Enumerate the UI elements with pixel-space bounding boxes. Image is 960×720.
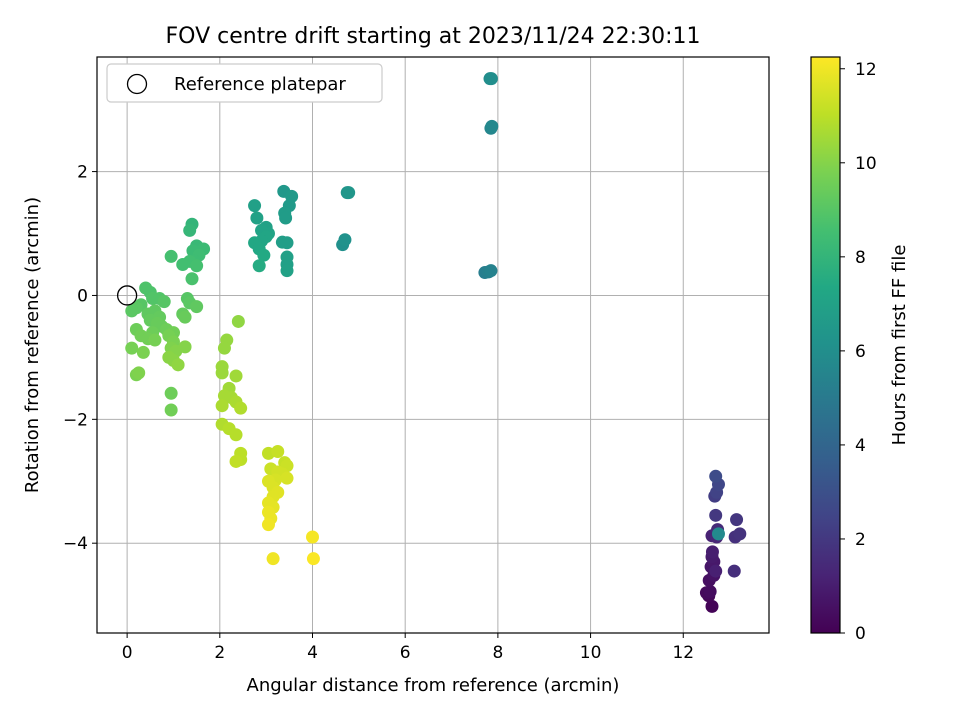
data-point [217, 341, 231, 355]
data-point [190, 300, 204, 314]
data-point [730, 513, 744, 527]
x-tick-label: 12 [672, 643, 694, 663]
legend-box [106, 63, 383, 103]
x-tick-label: 6 [400, 643, 411, 663]
y-tick-label: −4 [63, 534, 88, 554]
x-axis-ticks: 0 2 4 6 8 10 12 [122, 633, 694, 663]
colorbar-tick-label: 6 [855, 342, 866, 362]
data-point [171, 358, 185, 372]
data-point [711, 527, 725, 541]
data-point [279, 211, 293, 225]
data-point [703, 585, 717, 599]
data-point [709, 508, 723, 522]
data-point [185, 272, 199, 286]
data-point [306, 552, 320, 566]
data-point [733, 527, 747, 541]
data-point [125, 304, 139, 318]
data-point [280, 264, 294, 278]
colorbar-tick-label: 10 [855, 154, 877, 174]
data-point [176, 257, 190, 271]
data-point [215, 399, 229, 413]
data-point [229, 369, 243, 383]
data-point [125, 341, 139, 355]
colorbar-tick-label: 8 [855, 248, 866, 268]
legend-marker [126, 73, 148, 95]
legend-entry-label: Reference platepar [174, 74, 346, 95]
data-point [132, 366, 146, 380]
data-point [164, 249, 178, 263]
x-tick-label: 10 [580, 643, 602, 663]
grid-lines [97, 57, 769, 633]
plot-frame [96, 56, 770, 634]
colorbar-label: Hours from first FF file [889, 245, 910, 446]
data-point [709, 469, 723, 483]
data-point [229, 454, 243, 468]
data-point [183, 223, 197, 237]
y-tick-label: 0 [77, 286, 88, 306]
data-point [271, 445, 285, 459]
data-points [116, 72, 747, 613]
data-point [257, 248, 271, 262]
data-point [727, 564, 741, 578]
data-point [342, 186, 356, 200]
data-point [148, 333, 162, 347]
data-point [178, 340, 192, 354]
x-tick-label: 8 [492, 643, 503, 663]
data-point [484, 264, 498, 278]
x-axis-label: Angular distance from reference (arcmin) [247, 675, 620, 696]
data-point [157, 295, 171, 309]
y-tick-label: −2 [63, 410, 88, 430]
data-point [250, 211, 264, 225]
x-tick-label: 2 [214, 643, 225, 663]
x-tick-label: 4 [307, 643, 318, 663]
data-point [234, 401, 248, 415]
colorbar-tick-label: 4 [855, 436, 866, 456]
colorbar-tick-label: 2 [855, 530, 866, 550]
colorbar-gradient [810, 56, 841, 634]
data-point [705, 545, 719, 559]
data-point [178, 310, 192, 324]
data-point [484, 72, 498, 86]
chart-title: FOV centre drift starting at 2023/11/24 … [166, 24, 701, 49]
data-point [164, 386, 178, 400]
legend: Reference platepar [106, 63, 383, 103]
data-point [338, 233, 352, 247]
data-point [485, 119, 499, 133]
data-point [136, 345, 150, 359]
data-point [164, 403, 178, 417]
data-point [709, 564, 723, 578]
y-tick-label: 2 [77, 163, 88, 183]
data-point [266, 552, 280, 566]
colorbar-ticks: 0 2 4 6 8 10 12 [840, 60, 877, 644]
data-point [261, 518, 275, 532]
data-point [705, 599, 719, 613]
data-point [252, 259, 266, 273]
data-point [248, 199, 262, 213]
x-tick-label: 0 [122, 643, 133, 663]
data-point [306, 530, 320, 544]
data-point [280, 471, 294, 485]
reference-platepar-marker [116, 285, 138, 306]
data-point [229, 428, 243, 442]
colorbar: 0 2 4 6 8 10 12 Hours from first FF file [810, 56, 910, 644]
y-axis-label: Rotation from reference (arcmin) [22, 197, 43, 493]
data-point [231, 314, 245, 328]
data-point [190, 259, 204, 273]
colorbar-tick-label: 0 [855, 624, 866, 644]
colorbar-tick-label: 12 [855, 60, 877, 80]
data-point [215, 366, 229, 380]
data-point [280, 236, 294, 250]
y-axis-ticks: −4 −2 0 2 [63, 163, 97, 554]
